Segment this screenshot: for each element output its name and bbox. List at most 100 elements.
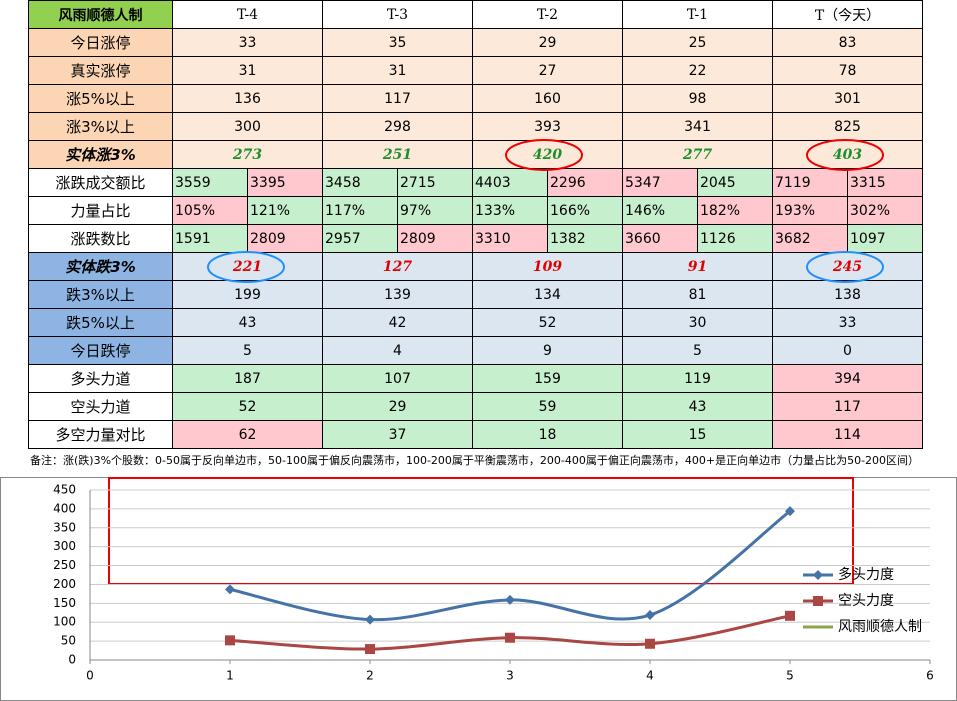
- cell: 5: [622, 336, 773, 365]
- cell: 30: [622, 308, 773, 337]
- y-tick-label: 400: [53, 501, 76, 515]
- data-table: 风雨顺德人制 T-4 T-3 T-2 T-1 T（今天） 今日涨停 33 35 29 25 83 真实涨…: [28, 0, 923, 449]
- marker: [505, 594, 515, 605]
- cell: 3395: [247, 168, 323, 197]
- cell: 5347: [622, 168, 698, 197]
- row: 实体跌3% 221 127 109 91 245: [28, 252, 923, 281]
- marker: [785, 610, 795, 621]
- cell: 3559: [172, 168, 248, 197]
- x-tick-label: 2: [366, 669, 374, 683]
- cell: 117: [772, 392, 923, 421]
- header-row: 风雨顺德人制 T-4 T-3 T-2 T-1 T（今天）: [28, 0, 923, 29]
- row: 多头力道 187 107 159 119 394: [28, 364, 923, 393]
- x-tick-label: 0: [86, 669, 94, 683]
- cell: 245: [772, 252, 923, 281]
- y-tick-label: 200: [53, 577, 76, 591]
- legend-label: 风雨顺德人制: [838, 619, 922, 635]
- cell: 1097: [847, 224, 923, 253]
- cell: 4403: [472, 168, 548, 197]
- x-tick-label: 3: [506, 669, 514, 683]
- cell: 166%: [547, 196, 623, 225]
- cell: T-1: [622, 0, 773, 29]
- cell: 187: [172, 364, 323, 393]
- row: 今日跌停 5 4 9 5 0: [28, 336, 923, 365]
- row: 多空力量对比 62 37 18 15 114: [28, 420, 923, 449]
- row: 力量占比 105% 121% 117% 97% 133% 166% 146% 182% 193% 3…: [28, 196, 923, 225]
- cell: 42: [322, 308, 473, 337]
- cell: 空头力道: [28, 392, 173, 421]
- cell: 78: [772, 56, 923, 85]
- cell: 182%: [697, 196, 773, 225]
- cell: 3315: [847, 168, 923, 197]
- cell: 2715: [397, 168, 473, 197]
- cell: 420: [472, 140, 623, 169]
- row: 涨5%以上 136 117 160 98 301: [28, 84, 923, 113]
- x-tick-label: 6: [926, 669, 934, 683]
- row: 空头力道 52 29 59 43 117: [28, 392, 923, 421]
- cell: 涨5%以上: [28, 84, 173, 113]
- cell: 跌3%以上: [28, 280, 173, 309]
- cell: 43: [172, 308, 323, 337]
- cell: 2296: [547, 168, 623, 197]
- cell: 98: [622, 84, 773, 113]
- cell: 0: [772, 336, 923, 365]
- cell: 2809: [397, 224, 473, 253]
- cell: 251: [322, 140, 473, 169]
- cell: 25: [622, 28, 773, 57]
- cell: 302%: [847, 196, 923, 225]
- row: 涨跌数比 1591 2809 2957 2809 3310 1382 3660 1126 3682…: [28, 224, 923, 253]
- marker: [225, 584, 235, 595]
- marker: [645, 610, 655, 621]
- cell: 7119: [772, 168, 848, 197]
- legend-label: 空头力度: [838, 593, 894, 609]
- cell: 22: [622, 56, 773, 85]
- y-tick-label: 100: [53, 615, 76, 629]
- row: 跌5%以上 43 42 52 30 33: [28, 308, 923, 337]
- cell: 277: [622, 140, 773, 169]
- cell: 62: [172, 420, 323, 449]
- cell: 实体跌3%: [28, 252, 173, 281]
- cell: 403: [772, 140, 923, 169]
- cell: 394: [772, 364, 923, 393]
- cell: 4: [322, 336, 473, 365]
- cell: 114: [772, 420, 923, 449]
- cell: 2045: [697, 168, 773, 197]
- cell: 199: [172, 280, 323, 309]
- cell: 5: [172, 336, 323, 365]
- cell: 27: [472, 56, 623, 85]
- cell: 59: [472, 392, 623, 421]
- cell: 18: [472, 420, 623, 449]
- cell: 2957: [322, 224, 398, 253]
- cell: 多头力道: [28, 364, 173, 393]
- cell: 3682: [772, 224, 848, 253]
- chart: 0 50 100 150 200 250 300 350 400 450 0 1 2 3 4 5 6 多头力度空头…: [0, 477, 957, 701]
- y-tick-label: 450: [53, 483, 76, 497]
- cell: 涨跌数比: [28, 224, 173, 253]
- cell: 9: [472, 336, 623, 365]
- cell: 825: [772, 112, 923, 141]
- cell: 105%: [172, 196, 248, 225]
- cell: 91: [622, 252, 773, 281]
- cell: 301: [772, 84, 923, 113]
- y-tick-label: 150: [53, 596, 76, 610]
- cell: 117: [322, 84, 473, 113]
- cell: T（今天）: [772, 0, 923, 29]
- cell: 31: [172, 56, 323, 85]
- cell: 97%: [397, 196, 473, 225]
- row: 实体涨3% 273 251 420 277 403: [28, 140, 923, 169]
- cell: 15: [622, 420, 773, 449]
- x-tick-label: 5: [786, 669, 794, 683]
- cell: 133%: [472, 196, 548, 225]
- cell: 117%: [322, 196, 398, 225]
- y-tick-label: 300: [53, 539, 76, 553]
- cell: 涨跌成交额比: [28, 168, 173, 197]
- cell: 33: [772, 308, 923, 337]
- cell: 37: [322, 420, 473, 449]
- x-tick-label: 1: [226, 669, 234, 683]
- cell: 300: [172, 112, 323, 141]
- cell: 52: [472, 308, 623, 337]
- row: 今日涨停 33 35 29 25 83: [28, 28, 923, 57]
- cell: 393: [472, 112, 623, 141]
- row: 涨跌成交额比 3559 3395 3458 2715 4403 2296 5347 2045 71…: [28, 168, 923, 197]
